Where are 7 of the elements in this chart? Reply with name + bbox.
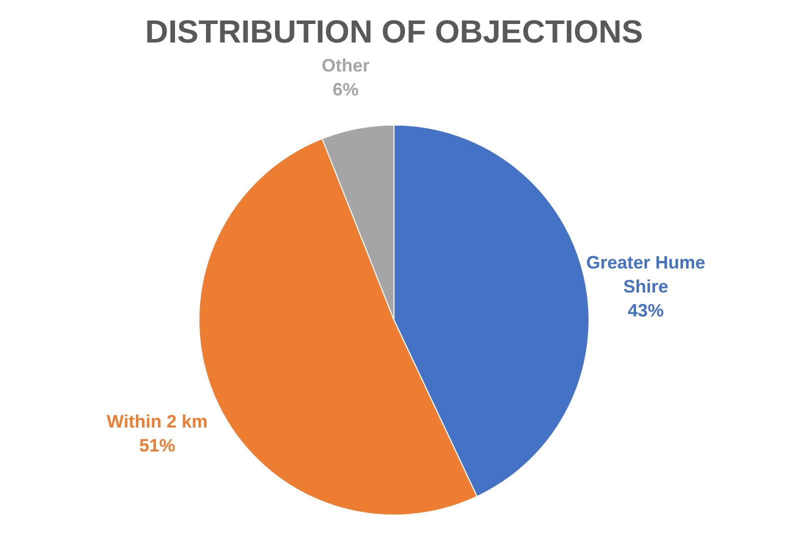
chart-title: DISTRIBUTION OF OBJECTIONS (145, 14, 643, 50)
slice-label: Greater Hume Shire (586, 252, 706, 297)
data-label: 6% (332, 80, 359, 100)
data-label: 51% (139, 435, 176, 456)
slice-label: Other (322, 56, 370, 76)
data-label: 43% (628, 300, 664, 321)
slice-label: Within 2 km (106, 411, 208, 432)
